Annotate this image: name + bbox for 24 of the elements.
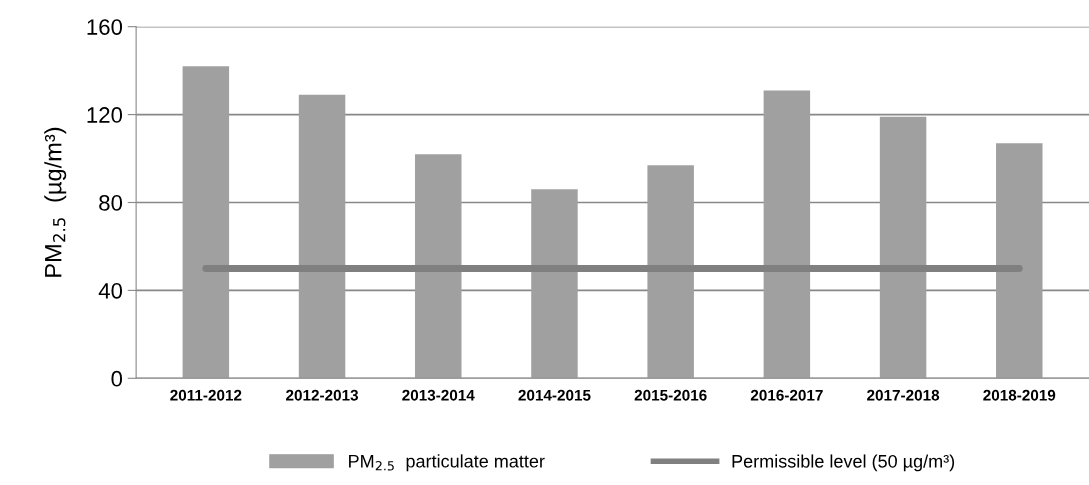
x-tick-label: 2016-2017 xyxy=(750,389,823,401)
bar xyxy=(415,154,462,379)
y-tick-label: 160 xyxy=(87,19,123,35)
x-tick-label: 2014-2015 xyxy=(518,389,591,401)
x-tick-label: 2013-2014 xyxy=(402,389,475,401)
bar xyxy=(531,189,578,379)
x-tick-label: 2015-2016 xyxy=(634,389,707,401)
legend-label: Permissible level (50 µg/m³) xyxy=(732,454,955,472)
x-tick-label: 2017-2018 xyxy=(867,389,940,401)
legend-label: PM$_{2.5}$ particulate matter xyxy=(349,454,545,472)
y-axis-title: PM$_{2.5}$ (µg/m³) xyxy=(44,127,67,277)
x-tick-label: 2012-2013 xyxy=(286,389,359,401)
y-tick-label: 80 xyxy=(99,195,123,211)
x-tick-label: 2018-2019 xyxy=(983,389,1056,401)
bar xyxy=(182,66,230,379)
y-tick-label: 120 xyxy=(87,107,123,123)
bar xyxy=(647,165,694,379)
bar xyxy=(298,94,346,379)
bar xyxy=(996,143,1043,379)
y-tick-label: 40 xyxy=(98,282,123,299)
bar xyxy=(763,90,811,379)
bar xyxy=(879,116,927,379)
x-tick-label: 2011-2012 xyxy=(170,389,242,401)
y-tick-label: 0 xyxy=(111,370,123,387)
